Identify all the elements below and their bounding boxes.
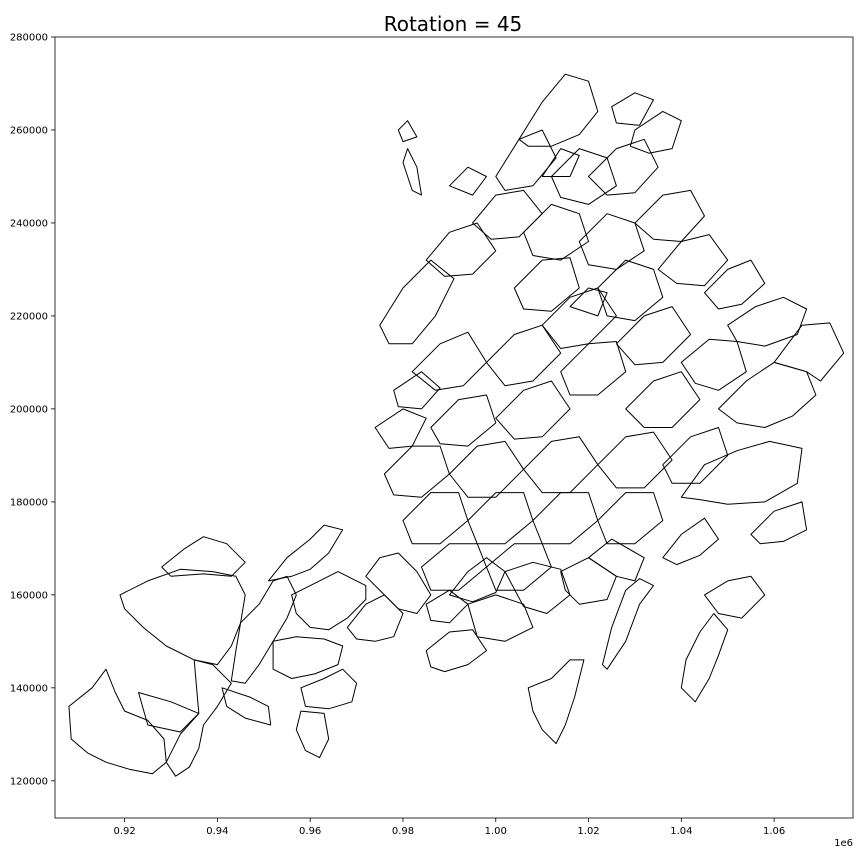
region-polygon (560, 557, 617, 605)
region-polygon (527, 659, 585, 745)
region-polygon (448, 166, 487, 196)
y-tick-label: 240000 (10, 218, 48, 229)
region-polygon (425, 222, 497, 277)
x-axis: 0.92 0.94 0.96 0.98 1.00 1.02 1.04 1.06 (113, 818, 785, 837)
region-polygon (550, 148, 617, 205)
region-polygon (467, 492, 534, 545)
region-polygon (495, 380, 571, 440)
region-polygon (704, 259, 766, 310)
region-polygon (727, 296, 808, 347)
y-tick-label: 160000 (10, 590, 48, 601)
region-polygon (523, 436, 599, 494)
region-polygon (397, 120, 418, 143)
region-polygon (486, 543, 552, 591)
region-polygon (221, 687, 272, 726)
y-tick-label: 120000 (10, 776, 48, 787)
region-polygon (430, 394, 497, 447)
region-polygon (467, 594, 534, 642)
region-polygon (402, 148, 422, 196)
region-polygon (425, 589, 469, 624)
y-tick-label: 200000 (10, 404, 48, 415)
region-polygon (615, 306, 692, 366)
region-polygon (486, 324, 562, 387)
region-polygon (560, 341, 627, 396)
region-polygon (425, 629, 487, 673)
region-polygon (657, 234, 729, 287)
x-tick-label: 0.98 (392, 826, 414, 837)
region-polygon (597, 259, 664, 322)
region-polygon (773, 322, 845, 382)
x-tick-label: 1.02 (577, 826, 599, 837)
region-polygon (383, 445, 450, 498)
y-tick-label: 140000 (10, 683, 48, 694)
x-offset-label: 1e6 (834, 838, 853, 849)
region-polygon (569, 287, 608, 317)
region-polygon (680, 338, 747, 391)
x-tick-label: 1.00 (485, 826, 507, 837)
region-polygon (629, 110, 682, 154)
region-polygon (379, 259, 455, 345)
x-tick-label: 1.04 (670, 826, 692, 837)
y-tick-label: 260000 (10, 125, 48, 136)
region-polygon (393, 371, 441, 410)
x-tick-label: 1.06 (763, 826, 785, 837)
region-polygon (588, 538, 645, 582)
region-polygon (300, 668, 358, 710)
region-polygon (662, 517, 719, 566)
region-polygon (119, 568, 246, 666)
region-polygon (346, 594, 404, 642)
region-polygon (680, 440, 803, 505)
region-polygon (602, 578, 654, 670)
x-tick-label: 0.92 (113, 826, 135, 837)
region-polygon (295, 710, 330, 759)
region-polygon (611, 92, 654, 126)
region-polygon (402, 492, 469, 545)
region-polygon (230, 575, 297, 684)
region-polygon (68, 668, 167, 775)
region-polygon (597, 492, 664, 545)
region-polygon (365, 552, 432, 614)
region-polygon (541, 148, 580, 177)
y-tick-label: 280000 (10, 33, 48, 44)
region-polygon (680, 613, 729, 703)
region-polygon (291, 571, 367, 631)
axes-frame (54, 36, 854, 819)
region-polygon (532, 492, 599, 545)
region-polygon (541, 287, 617, 349)
region-polygon (588, 138, 659, 196)
region-polygon (578, 213, 645, 270)
region-polygon (138, 692, 200, 733)
region-polygon (161, 536, 246, 577)
region-polygon (374, 408, 427, 449)
region-polygon (448, 440, 525, 498)
region-polygon (523, 203, 589, 261)
region-polygon (411, 331, 487, 391)
region-polygon (267, 524, 344, 582)
region-polygon (495, 129, 557, 191)
region-polygon (750, 501, 808, 545)
region-polygon (625, 371, 701, 428)
region-polygon (518, 73, 599, 147)
y-axis: 120000 140000 160000 180000 200000 220000 2400… (10, 33, 55, 787)
x-tick-label: 0.94 (206, 826, 228, 837)
region-polygon (597, 431, 673, 489)
region-polygon (718, 361, 817, 428)
y-tick-label: 180000 (10, 497, 48, 508)
region-polygon (662, 427, 729, 484)
chart-title: Rotation = 45 (384, 12, 523, 36)
region-polygon (513, 257, 580, 312)
region-polygon (704, 575, 766, 619)
region-polygon (634, 189, 705, 242)
region-polygon (165, 659, 232, 777)
region-polygon (504, 561, 571, 614)
polygon-layer (68, 73, 845, 777)
region-polygon (272, 636, 344, 679)
y-tick-label: 220000 (10, 311, 48, 322)
x-tick-label: 0.96 (299, 826, 321, 837)
region-polygon (421, 543, 487, 591)
